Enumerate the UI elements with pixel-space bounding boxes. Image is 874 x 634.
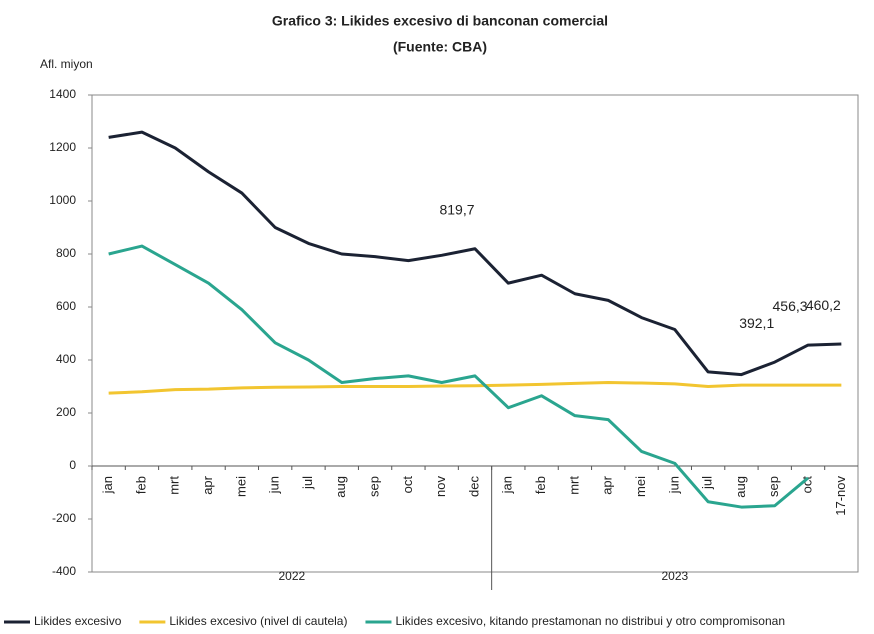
chart-title: Grafico 3: Likides excesivo di banconan … [272, 13, 608, 29]
y-tick-label: -200 [52, 511, 76, 525]
x-tick-label: feb [133, 476, 148, 494]
x-tick-label: nov [433, 476, 448, 497]
y-tick-label: -400 [52, 564, 76, 578]
legend-label: Likides excesivo, kitando prestamonan no… [395, 614, 785, 628]
x-tick-label: oct [400, 476, 415, 494]
x-tick-label: jul [700, 476, 715, 490]
y-tick-label: 800 [56, 246, 76, 260]
value-label: 460,2 [806, 297, 841, 313]
legend-label: Likides excesivo (nivel di cautela) [169, 614, 347, 628]
y-tick-label: 0 [69, 458, 76, 472]
x-tick-label: mrt [167, 476, 182, 495]
x-tick-label: feb [533, 476, 548, 494]
y-axis-label: Afl. miyon [40, 57, 93, 71]
value-label: 819,7 [439, 201, 474, 217]
legend-label: Likides excesivo [34, 614, 122, 628]
chart-subtitle: (Fuente: CBA) [393, 39, 487, 55]
x-tick-label: jul [300, 476, 315, 490]
x-tick-label: mei [633, 476, 648, 497]
x-tick-label: apr [200, 475, 215, 494]
x-tick-label: sep [766, 476, 781, 497]
x-tick-label: dec [466, 476, 481, 497]
x-tick-label: mrt [566, 476, 581, 495]
series-line [108, 130, 842, 377]
series-line [108, 381, 842, 395]
y-tick-label: 1000 [49, 193, 76, 207]
x-tick-label: aug [733, 476, 748, 498]
x-tick-label: 17-nov [833, 476, 848, 516]
x-tick-label: jan [500, 476, 515, 494]
y-tick-label: 600 [56, 299, 76, 313]
x-tick-label: jun [666, 476, 681, 494]
value-label: 456,3 [773, 298, 808, 314]
y-tick-label: 1200 [49, 140, 76, 154]
y-tick-label: 400 [56, 352, 76, 366]
series-line [108, 244, 810, 509]
x-tick-label: sep [367, 476, 382, 497]
value-label: 392,1 [739, 315, 774, 331]
plot-frame [91, 94, 859, 573]
year-label: 2022 [278, 569, 305, 583]
x-tick-label: jun [267, 476, 282, 494]
x-tick-label: mei [233, 476, 248, 497]
x-tick-label: apr [600, 475, 615, 494]
x-tick-label: jan [100, 476, 115, 494]
year-label: 2023 [661, 569, 688, 583]
y-tick-label: 1400 [49, 87, 76, 101]
y-tick-label: 200 [56, 405, 76, 419]
x-tick-label: aug [333, 476, 348, 498]
